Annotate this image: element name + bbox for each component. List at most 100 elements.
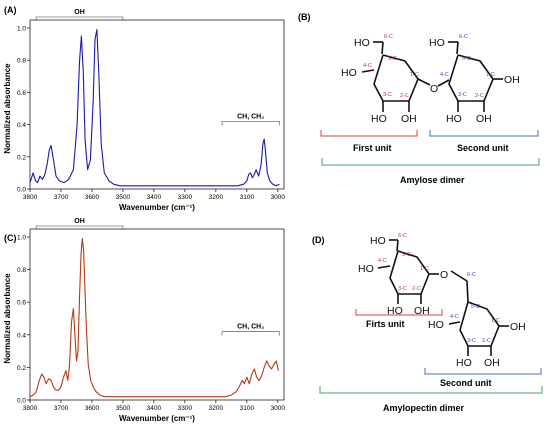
annotation-bracket-a-0 [35,16,124,21]
x-tick-label-c-5: 3300 [178,405,193,412]
x-tick-label-a-0: 3800 [23,194,38,201]
amylopectin-u1-c1: 1-C [420,266,429,272]
amylopectin-u2-c5: 5-C [471,304,480,310]
amylopectin-o-link: O [440,269,448,281]
amylose-dimer-label: Amylose dimer [400,175,465,185]
amylopectin-carbon-labels: 6-C 5-C 4-C 3-C 2-C 1-C 6-C 5-C 4-C 3-C … [378,233,500,344]
amylopectin-u1-c4: 4-C [378,258,387,264]
x-tick-label-c-6: 3200 [209,405,224,412]
x-tick-label-a-7: 3100 [240,194,255,201]
amylopectin-ho-left-2: HO [428,319,444,331]
amylose-brackets [320,130,540,166]
amylopectin-u1-c3: 3-C [398,286,407,292]
amylose-oh-right: OH [504,74,520,86]
amylose-u1-c3: 3-C [383,92,392,98]
amylopectin-u2-c1: 1-C [491,318,500,324]
plot-frame-a [29,19,285,190]
amylopectin-first-unit-ring [377,239,439,304]
amylose-u1-c6: 6-C [384,34,393,40]
amylose-dimer-structure [361,41,503,112]
amylopectin-first-unit-bracket [355,309,443,316]
annotation-label-c-1: CH, CH₂ [237,324,264,331]
amylopectin-ho-bottom-1: HO [387,305,403,317]
x-axis-label-a: Wavenumber (cm⁻¹) [119,203,195,212]
amylopectin-link-bond [450,270,468,282]
amylopectin-ho-bottom-2: HO [456,357,472,369]
x-tick-label-a-8: 3000 [271,194,286,201]
amylose-u2-c6: 6-C [459,34,468,40]
panel-label-c: (C) [4,233,17,243]
y-tick-label-c-2: 0.4 [17,332,26,339]
amylopectin-ho-top: HO [370,235,386,247]
spectrum-chart-a: 0.0 0.2 0.4 0.6 0.8 1.0 3800 3700 3600 3500 3400 33… [3,9,285,212]
amylopectin-second-unit-bracket [424,368,542,375]
y-tick-label-c-5: 1.0 [17,235,26,242]
amylose-second-unit-ring [437,41,503,112]
amylose-u1-c4: 4-C [363,63,372,69]
x-axis-label-c: Wavenumber (cm⁻¹) [119,414,195,423]
amylose-ho-bottom-1: HO [371,113,387,125]
x-tick-label-a-5: 3300 [178,194,193,201]
amylose-u1-c2: 2-C [400,93,409,99]
x-tick-label-a-1: 3700 [54,194,69,201]
amylopectin-dimer-structure [377,239,509,356]
amylopectin-dimer-label: Amylopectin dimer [383,403,465,413]
annotation-bracket-a-1 [221,120,280,126]
series-line-c-0 [29,238,279,398]
amylose-second-unit-bracket [429,130,539,137]
amylose-dimer-bracket [321,158,540,166]
amylopectin-dimer-bracket [319,386,543,394]
amylopectin-first-unit-label: Firts unit [366,319,405,329]
amylopectin-second-unit-ring [448,301,509,356]
amylopectin-link-bond-2 [466,280,469,303]
amylose-first-unit-ring [361,41,431,112]
x-tick-label-c-2: 3600 [85,405,100,412]
spectrum-chart-c: 0.0 0.2 0.4 0.6 0.8 1.0 3800 3700 3600 3500 3400 33… [3,218,285,423]
x-tick-label-c-3: 3500 [116,405,131,412]
amylose-u1-c1: 1-C [410,72,419,78]
amylose-carbon-labels: 6-C 5-C 4-C 3-C 2-C 1-C 6-C 5-C 4-C 3-C … [363,34,495,99]
amylose-u2-c4: 4-C [440,72,449,78]
y-tick-label-a-4: 0.8 [17,58,26,65]
amylose-u2-c5: 5-C [462,56,471,62]
x-tick-label-a-2: 3600 [85,194,100,201]
amylopectin-u2-c4: 4-C [450,314,459,320]
x-tick-label-c-7: 3100 [240,405,255,412]
y-tick-label-a-2: 0.4 [17,122,26,129]
x-tick-label-c-1: 3700 [54,405,69,412]
y-axis-label-a: Normalized absorbance [3,63,12,154]
panel-label-d: (D) [312,235,325,245]
amylose-u2-c3: 3-C [458,92,467,98]
amylopectin-atom-labels: HO HO HO OH O HO OH HO OH [358,235,526,369]
annotation-label-a-1: CH, CH₂ [237,113,264,120]
amylopectin-u2-c3: 3-C [467,338,476,344]
amylose-oh-bottom-2: OH [476,113,492,125]
amylopectin-u2-c6: 6-C [467,272,476,278]
panel-label-a: (A) [4,5,17,15]
amylose-ho-top-2: HO [429,37,445,49]
amylose-u2-c1: 1-C [486,72,495,78]
amylose-ho-left: HO [341,67,357,79]
amylopectin-u1-c5: 5-C [402,252,411,258]
plot-frame-c [29,228,285,401]
y-tick-label-a-3: 0.6 [17,90,26,97]
amylose-ho-bottom-2: HO [446,113,462,125]
amylose-ho-top-1: HO [354,37,370,49]
amylose-second-unit-label: Second unit [457,143,509,153]
x-tick-label-c-0: 3800 [23,405,38,412]
amylose-o-link: O [430,83,438,95]
amylopectin-oh-right-2: OH [510,321,526,333]
y-tick-label-c-0: 0.0 [17,398,26,405]
y-tick-label-c-3: 0.6 [17,300,26,307]
annotation-bracket-c-1 [221,331,280,336]
amylopectin-u1-c2: 2-C [412,286,421,292]
amylopectin-u2-c2: 2-C [482,338,491,344]
annotation-label-c-0: OH [74,218,85,225]
series-line-a-0 [29,29,280,187]
amylose-first-unit-bracket [320,130,418,137]
panel-label-b: (B) [298,12,311,22]
amylopectin-oh-bottom-2: OH [484,357,500,369]
amylose-u1-c5: 5-C [388,56,397,62]
amylose-u2-c2: 2-C [475,93,484,99]
